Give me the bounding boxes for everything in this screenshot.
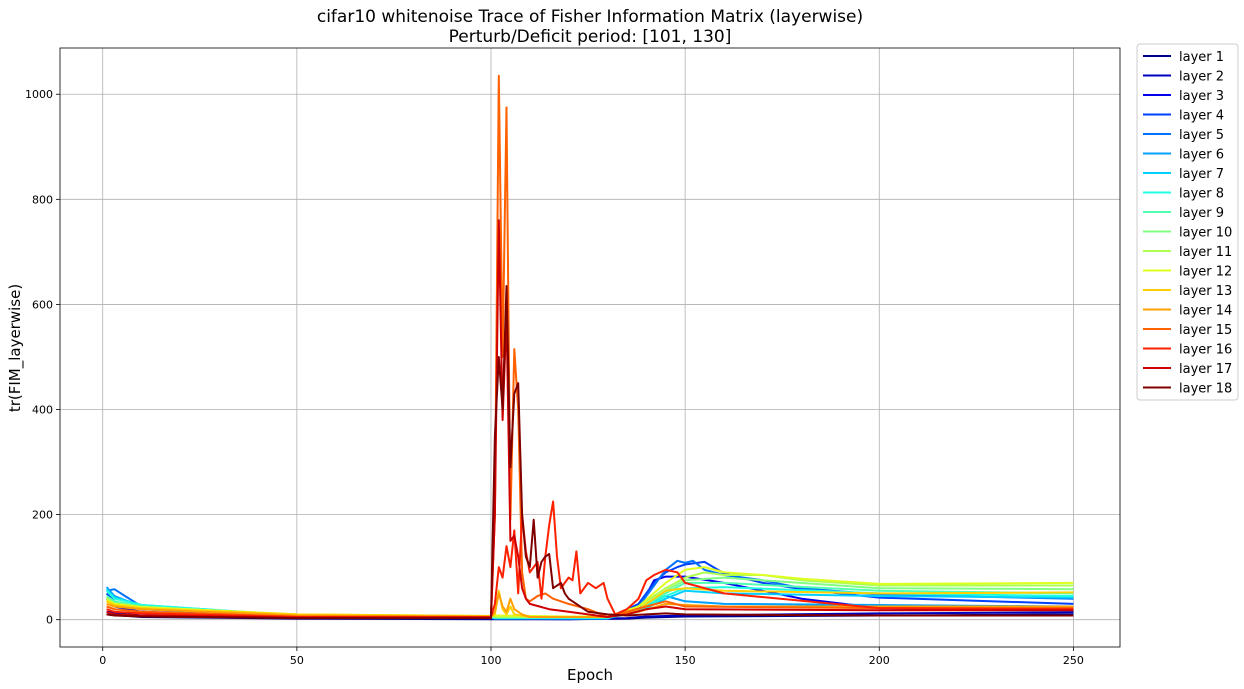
x-tick-label: 150 (675, 654, 696, 667)
legend-label: layer 16 (1179, 343, 1232, 358)
legend-label: layer 11 (1179, 245, 1232, 260)
x-tick-label: 200 (869, 654, 890, 667)
y-tick-label: 400 (32, 404, 53, 417)
x-tick-label: 0 (99, 654, 106, 667)
legend-label: layer 14 (1179, 304, 1232, 319)
legend-label: layer 9 (1179, 206, 1224, 221)
y-axis-label: tr(FIM_layerwise) (6, 284, 25, 412)
series-line-16 (106, 500, 1074, 618)
y-tick-label: 200 (32, 509, 53, 522)
grid (60, 48, 1120, 647)
series-line-17 (106, 219, 1074, 619)
y-tick-label: 600 (32, 298, 53, 311)
legend-label: layer 13 (1179, 284, 1232, 299)
chart-subtitle: Perturb/Deficit period: [101, 130] (449, 27, 732, 47)
x-tick-label: 50 (290, 654, 304, 667)
chart-title: cifar10 whitenoise Trace of Fisher Infor… (317, 7, 863, 27)
legend-label: layer 4 (1179, 109, 1224, 124)
y-tick-label: 1000 (25, 88, 53, 101)
legend-label: layer 17 (1179, 362, 1232, 377)
legend-label: layer 3 (1179, 89, 1224, 104)
legend-label: layer 2 (1179, 70, 1224, 85)
legend-label: layer 12 (1179, 265, 1232, 280)
legend-label: layer 8 (1179, 187, 1224, 202)
legend-label: layer 7 (1179, 167, 1224, 182)
legend-label: layer 1 (1179, 50, 1224, 65)
legend: layer 1 layer 2 layer 3 layer 4 layer 5 layer… (1136, 43, 1239, 401)
x-tick-label: 100 (480, 654, 501, 667)
x-tick-label: 250 (1063, 654, 1084, 667)
y-tick-label: 0 (46, 614, 53, 627)
legend-label: layer 15 (1179, 323, 1232, 338)
y-tick-label: 800 (32, 193, 53, 206)
axis-ticks: 0 50 100 150 200 250 0 200 400 600 800 1000 (25, 88, 1084, 667)
plot-frame (59, 47, 1121, 648)
legend-label: layer 5 (1179, 128, 1224, 143)
series-line-18 (106, 285, 1074, 620)
legend-label: layer 18 (1179, 382, 1232, 397)
series-line-15 (106, 74, 1074, 618)
legend-label: layer 10 (1179, 226, 1232, 241)
x-axis-label: Epoch (567, 666, 613, 684)
series-lines (105, 74, 1074, 621)
legend-label: layer 6 (1179, 148, 1224, 163)
